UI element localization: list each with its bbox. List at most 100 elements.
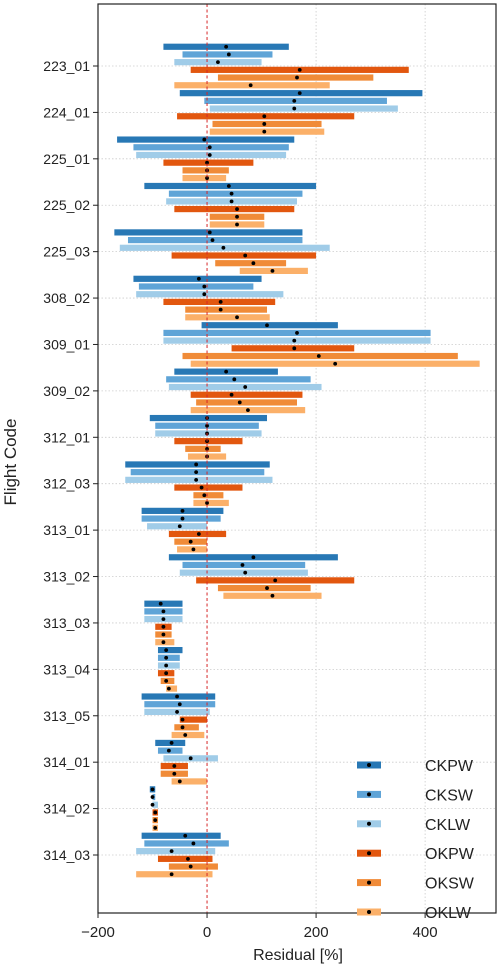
range-bar: [166, 685, 178, 692]
y-tick-label: 312_03: [43, 476, 90, 492]
mean-marker: [205, 446, 209, 451]
mean-marker: [292, 98, 297, 103]
x-axis: −200 0 200 400: [81, 913, 438, 941]
y-tick-label: 313_01: [43, 522, 90, 538]
y-tick-label: 314_03: [43, 847, 90, 863]
mean-marker: [161, 617, 166, 621]
range-bar: [168, 190, 303, 197]
range-bar: [185, 445, 221, 452]
range-bar: [217, 584, 311, 592]
mean-marker: [153, 825, 158, 830]
mean-marker: [205, 160, 209, 165]
mean-marker: [221, 245, 226, 250]
range-bar: [201, 322, 338, 329]
mean-marker: [172, 771, 177, 776]
mean-marker: [207, 153, 212, 157]
mean-marker: [218, 300, 223, 304]
range-bar: [171, 778, 208, 785]
mean-marker: [224, 44, 229, 49]
mean-marker: [191, 547, 196, 552]
mean-marker: [243, 570, 248, 575]
mean-marker: [292, 338, 297, 343]
range-bar: [136, 291, 284, 298]
mean-marker: [153, 818, 158, 823]
mean-marker: [169, 872, 174, 877]
legend: CKPW CKSW CKLW OKPW OKSW OKLW: [357, 758, 475, 922]
mean-marker: [188, 864, 193, 869]
mean-marker: [196, 532, 201, 536]
range-bar: [171, 731, 205, 739]
mean-marker: [246, 408, 250, 413]
y-tick-label: 225_01: [43, 151, 90, 167]
mean-marker: [237, 400, 242, 405]
mean-marker: [161, 632, 166, 637]
series-means: [150, 44, 338, 877]
mean-marker: [216, 60, 220, 65]
mean-marker: [164, 671, 169, 676]
range-bar: [163, 337, 431, 344]
mean-marker: [194, 462, 199, 467]
mean-marker: [188, 756, 193, 761]
mean-marker: [177, 524, 182, 529]
mean-marker: [150, 802, 155, 807]
mean-marker: [188, 539, 193, 544]
mean-marker: [210, 238, 215, 242]
plot-frame: [97, 3, 497, 914]
range-bar: [174, 724, 199, 731]
range-bar: [157, 654, 180, 661]
mean-marker: [199, 485, 204, 490]
mean-marker: [180, 516, 185, 521]
mean-marker: [164, 648, 169, 653]
mean-marker: [235, 207, 239, 211]
y-tick-label: 223_01: [43, 58, 90, 74]
mean-marker: [175, 710, 179, 714]
y-tick-label: 308_02: [43, 290, 90, 306]
mean-marker: [202, 493, 207, 498]
range-bar: [190, 391, 303, 398]
y-tick-label: 314_01: [43, 754, 90, 770]
mean-marker: [177, 779, 182, 784]
mean-marker: [297, 67, 302, 72]
mean-marker: [265, 586, 269, 590]
range-bar: [209, 105, 398, 112]
range-bar: [147, 523, 208, 530]
range-bar: [174, 205, 295, 213]
range-bar: [166, 376, 311, 383]
legend-label: CKLW: [425, 817, 471, 834]
range-bar: [136, 871, 213, 878]
mean-marker: [150, 787, 155, 792]
range-bar: [179, 716, 208, 723]
legend-label: OKPW: [425, 846, 475, 863]
range-bar: [193, 499, 229, 507]
mean-marker: [202, 292, 207, 297]
mean-marker: [297, 91, 302, 96]
legend-marker: [367, 910, 371, 914]
mean-marker: [183, 833, 188, 838]
mean-marker: [207, 230, 212, 235]
range-bar: [215, 260, 287, 267]
range-bar: [144, 600, 183, 607]
y-tick-label: 313_05: [43, 708, 90, 724]
mean-marker: [262, 122, 267, 126]
mean-marker: [172, 764, 177, 768]
mean-marker: [166, 748, 171, 753]
mean-marker: [270, 593, 275, 598]
range-bar: [168, 863, 218, 870]
mean-marker: [292, 106, 297, 111]
mean-marker: [270, 268, 275, 273]
range-bar: [136, 848, 216, 855]
mean-marker: [164, 655, 169, 660]
mean-marker: [248, 83, 253, 88]
mean-marker: [224, 369, 229, 374]
mean-marker: [180, 508, 185, 513]
mean-marker: [229, 191, 234, 196]
x-tick-label: 400: [413, 924, 438, 941]
y-tick-label: 225_03: [43, 244, 90, 260]
x-axis-label: Residual [%]: [253, 947, 343, 964]
range-bar: [138, 283, 254, 290]
mean-marker: [164, 679, 169, 683]
mean-marker: [158, 601, 163, 606]
x-tick-label: 0: [203, 924, 211, 941]
y-tick-label: 224_01: [43, 104, 90, 120]
